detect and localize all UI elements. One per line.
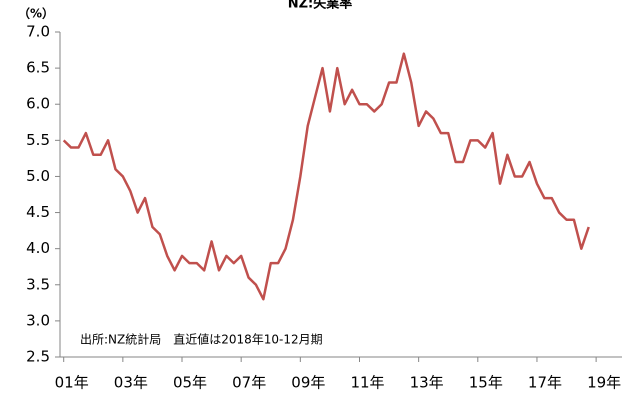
x-tick-label: 11年 <box>350 374 384 392</box>
y-tick-label: 5.0 <box>26 167 50 185</box>
x-tick-label: 19年 <box>587 374 621 392</box>
y-tick-label: 6.5 <box>26 59 50 77</box>
x-tick-label: 05年 <box>173 374 207 392</box>
x-tick-label: 13年 <box>410 374 444 392</box>
annotation: 出所:NZ統計局 直近値は2018年10-12月期 <box>80 332 323 347</box>
x-tick-label: 09年 <box>291 374 325 392</box>
x-tick-label: 03年 <box>114 374 148 392</box>
x-tick-label: 07年 <box>232 374 266 392</box>
y-tick-label: 3.0 <box>26 311 50 329</box>
y-axis-label: （%） <box>18 6 54 21</box>
line <box>62 52 590 301</box>
y-tick-label: 7.0 <box>26 23 50 41</box>
x-tick-label: 15年 <box>469 374 503 392</box>
y-tick-label: 2.5 <box>26 348 50 366</box>
y-tick-label: 4.5 <box>26 203 50 221</box>
x-tick-label: 01年 <box>55 374 89 392</box>
chart-title: NZ:失業率 <box>288 0 353 12</box>
x-tick-label: 17年 <box>528 374 562 392</box>
y-tick-label: 3.5 <box>26 275 50 293</box>
y-tick-label: 4.0 <box>26 239 50 257</box>
y-tick-label: 5.5 <box>26 131 50 149</box>
y-tick-label: 6.0 <box>26 95 50 113</box>
